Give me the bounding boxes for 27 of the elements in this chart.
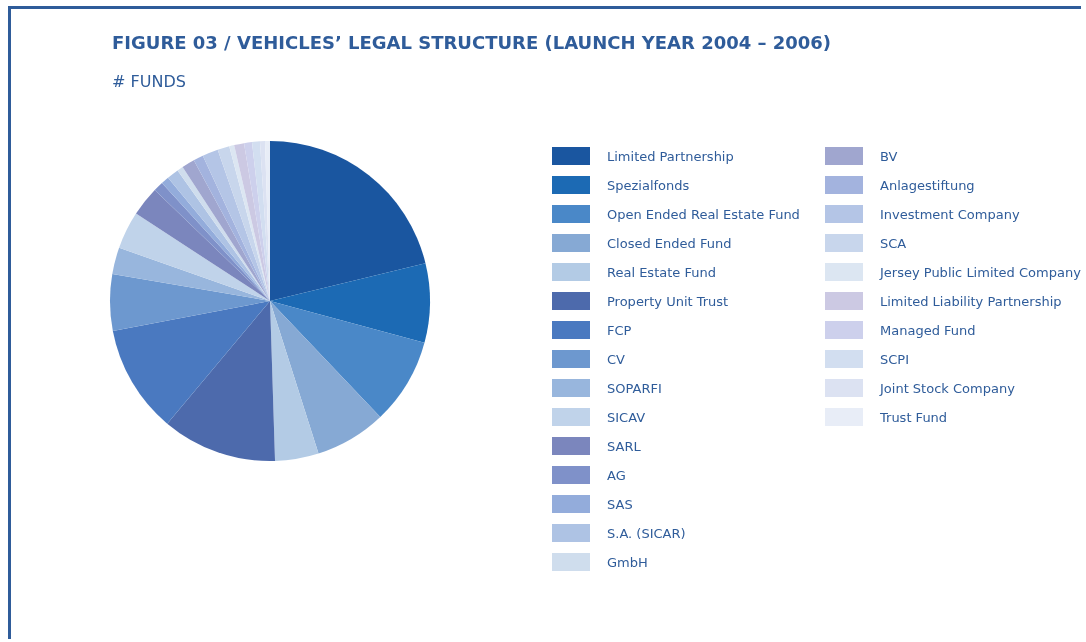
legend-label: FCP (607, 322, 632, 338)
legend-label: Spezialfonds (607, 177, 690, 193)
legend-label: Property Unit Trust (607, 293, 729, 309)
legend-label: Closed Ended Fund (607, 235, 732, 251)
legend-label: Limited Liability Partnership (880, 293, 1062, 309)
legend-label: Anlagestiftung (880, 177, 975, 193)
legend-label: Open Ended Real Estate Fund (607, 206, 800, 222)
legend-label: SCA (880, 235, 907, 251)
legend-label: Investment Company (880, 206, 1020, 222)
legend-label: SCPI (880, 351, 910, 367)
chart-subtitle: # FUNDS (112, 71, 186, 91)
legend-label: Real Estate Fund (607, 264, 716, 280)
legend-label: SICAV (607, 409, 646, 425)
legend-label: BV (880, 148, 898, 164)
legend-label: Jersey Public Limited Company (879, 264, 1082, 280)
legend-label: Joint Stock Company (879, 380, 1016, 396)
legend-label: S.A. (SICAR) (607, 525, 686, 541)
legend-label: SOPARFI (607, 380, 662, 396)
legend-label: AG (607, 467, 626, 483)
legend-label: Trust Fund (879, 409, 948, 425)
legend-label: Limited Partnership (607, 148, 734, 164)
chart-title: FIGURE 03 / VEHICLES’ LEGAL STRUCTURE (LAUNCH YEAR 2004 – 2006) (112, 31, 832, 53)
legend-label: CV (607, 351, 626, 367)
legend-label: GmbH (607, 554, 648, 570)
legend-label: SAS (607, 496, 633, 512)
legend-label: Managed Fund (880, 322, 976, 338)
legend-label: SARL (607, 438, 642, 454)
